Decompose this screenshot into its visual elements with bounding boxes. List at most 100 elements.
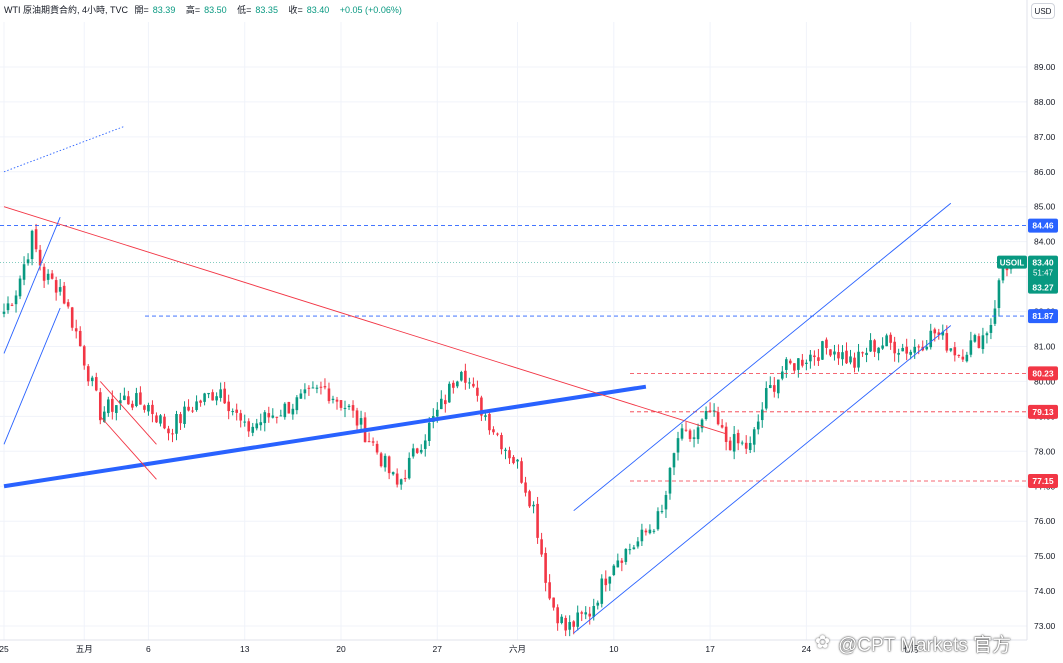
candle-body — [415, 448, 419, 453]
candle-body — [448, 383, 451, 403]
y-tick-label: 86.00 — [1034, 167, 1056, 177]
low-value: 低= 83.35 — [237, 5, 278, 15]
candle-body — [760, 409, 764, 421]
trendline-drawing[interactable] — [99, 416, 157, 480]
candle-body — [885, 335, 888, 347]
y-tick-label: 76.00 — [1034, 516, 1056, 526]
candle-body — [235, 409, 238, 413]
candle-body — [853, 357, 856, 368]
candle-body — [500, 435, 503, 450]
channel-line[interactable] — [99, 381, 157, 445]
candle-body — [295, 397, 299, 411]
candle-body — [752, 429, 756, 445]
candle-body — [829, 349, 832, 356]
candle-body — [307, 387, 311, 389]
candle-body — [857, 351, 860, 368]
trendline-drawing[interactable] — [3, 384, 647, 489]
candle-body — [700, 419, 704, 429]
candle-body — [159, 415, 162, 424]
trendline-drawing[interactable] — [3, 125, 125, 173]
candle-body — [548, 582, 551, 599]
candle-body — [644, 530, 648, 533]
candle-body — [620, 560, 624, 563]
candle-body — [315, 387, 319, 389]
candle-body — [865, 352, 868, 356]
candle-body — [536, 503, 539, 538]
candle-body — [728, 440, 732, 451]
y-tick-label: 88.00 — [1034, 97, 1056, 107]
y-tick-label: 89.00 — [1034, 62, 1056, 72]
candle-body — [163, 416, 166, 429]
candle-body — [708, 410, 712, 413]
y-tick-label: 80.00 — [1034, 376, 1056, 386]
trendline-drawing[interactable] — [3, 217, 61, 354]
candle-body — [772, 385, 776, 392]
candle-body — [544, 552, 547, 583]
candle-body — [917, 346, 921, 348]
candle-body — [849, 356, 852, 363]
change-value: +0.05 (+0.06%) — [339, 5, 402, 15]
level-price-label: 79.13 — [1032, 407, 1054, 417]
candle-body — [331, 398, 335, 401]
level-price-tag — [1028, 309, 1058, 324]
candle-body — [592, 606, 596, 617]
candle-body — [263, 412, 267, 424]
x-tick-label: 13 — [240, 644, 250, 654]
candle-body — [399, 479, 403, 485]
candle-body — [94, 377, 98, 391]
candle-body — [732, 434, 736, 452]
candle-body — [38, 249, 42, 266]
candle-body — [785, 359, 788, 370]
candle-body — [323, 386, 327, 388]
candle-body — [652, 530, 656, 532]
symbol-tag-label: USOIL — [1000, 259, 1025, 268]
candle-body — [809, 354, 812, 362]
x-tick-label: 五月 — [76, 644, 93, 654]
candle-body — [588, 613, 592, 617]
candle-body — [82, 346, 86, 366]
candle-body — [612, 565, 616, 576]
y-tick-label: 74.00 — [1034, 586, 1056, 596]
level-price-label: 77.15 — [1032, 476, 1054, 486]
candle-body — [90, 377, 94, 382]
watermark: @CPT Markets 官方 — [838, 635, 1012, 656]
candle-body — [175, 413, 178, 434]
currency-button[interactable]: USD — [1031, 3, 1055, 19]
candle-body — [439, 398, 443, 410]
candle-body — [199, 400, 202, 403]
candle-body — [42, 266, 46, 281]
candle-body — [628, 549, 632, 551]
candle-body — [941, 331, 945, 336]
candle-body — [435, 409, 439, 417]
candle-body — [688, 430, 692, 439]
channel-line[interactable] — [3, 307, 61, 445]
candle-body — [319, 386, 323, 388]
candle-body — [913, 346, 917, 353]
candle-body — [339, 400, 343, 408]
candle-body — [488, 413, 491, 431]
candle-body — [716, 412, 720, 425]
candle-body — [528, 491, 531, 507]
candle-body — [724, 426, 728, 442]
candle-body — [143, 405, 146, 410]
x-tick-label: 20 — [336, 644, 346, 654]
channel-line[interactable] — [573, 202, 952, 512]
candle-body — [167, 428, 170, 434]
high-value: 高= 83.50 — [185, 5, 227, 15]
trendline-drawing[interactable] — [573, 325, 952, 634]
candle-body — [909, 351, 912, 355]
candle-body — [239, 413, 243, 421]
level-price-tag — [1028, 474, 1058, 489]
trendline-drawing[interactable] — [3, 206, 727, 435]
candle-body — [452, 382, 455, 388]
candle-body — [961, 356, 965, 360]
candle-body — [797, 358, 800, 370]
candle-body — [139, 392, 142, 405]
candle-body — [568, 622, 571, 630]
candle-body — [596, 602, 600, 606]
open-value: 開= 83.39 — [134, 5, 176, 15]
candle-body — [560, 616, 563, 623]
last-price-tag — [1028, 255, 1058, 284]
